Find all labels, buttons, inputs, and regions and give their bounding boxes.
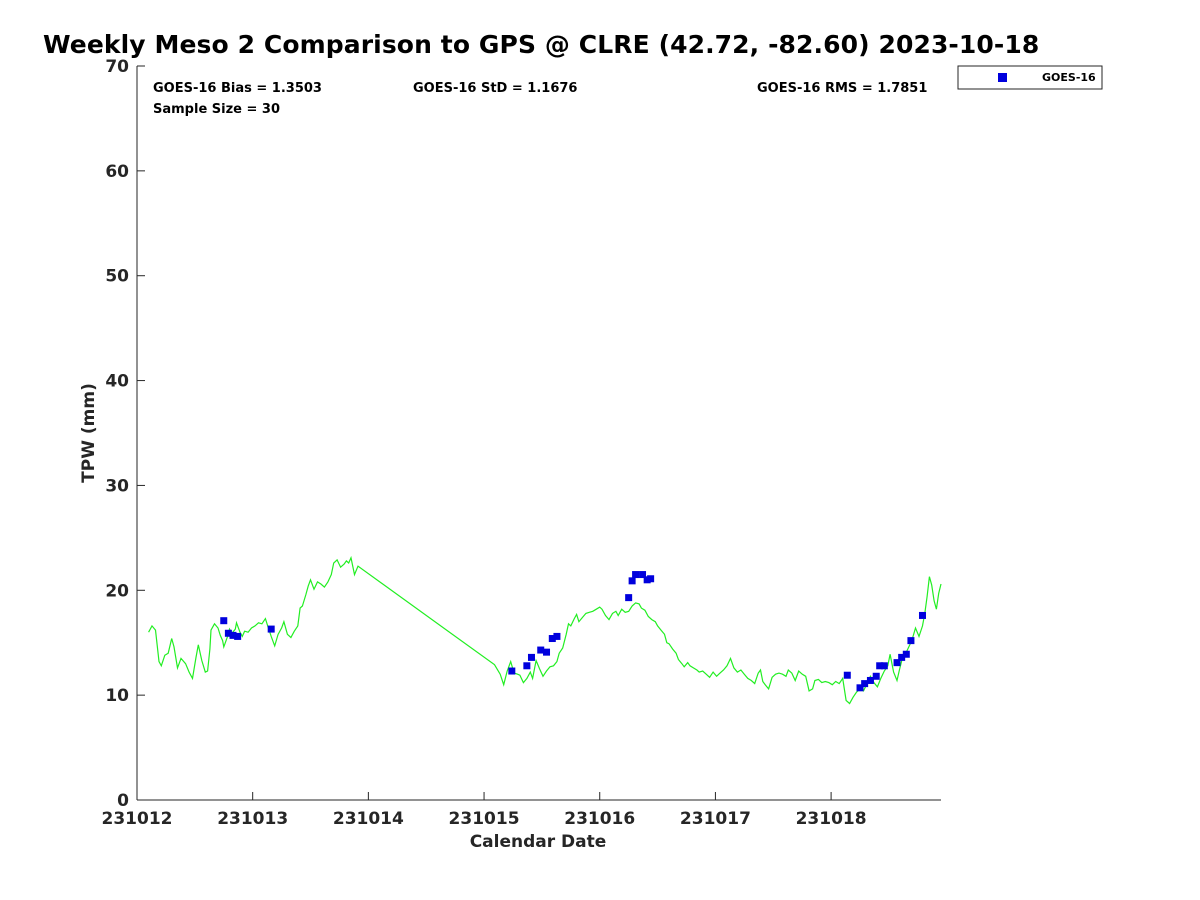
goes-data-point [647,575,655,583]
x-tick-label: 231012 [102,809,173,829]
y-tick-label: 70 [105,57,129,77]
goes-data-point [902,650,910,658]
goes-data-point [843,671,851,679]
x-tick-label: 231017 [680,809,751,829]
y-tick-label: 10 [105,686,129,706]
goes-data-point [918,611,926,619]
goes-data-point [880,662,888,670]
y-tick-label: 0 [117,791,129,811]
gps-series-line [148,555,942,705]
axes [136,66,941,801]
x-ticks: 231012 231013 231014 231015 231016 231017 2310… [102,792,867,829]
y-tick-label: 20 [105,581,129,601]
goes-data-point [220,617,228,625]
goes-data-point [898,653,906,661]
goes-data-point [632,571,640,579]
goes-data-point [229,631,237,639]
goes-data-point [527,653,535,661]
chart-title: Weekly Meso 2 Comparison to GPS @ CLRE (… [43,30,1040,59]
x-tick-label: 231016 [564,809,635,829]
y-tick-label: 50 [105,267,129,287]
goes-data-point [856,684,864,692]
goes-data-point [628,577,636,585]
goes-data-point [224,629,232,637]
goes-data-point [625,594,633,602]
x-axis-label: Calendar Date [470,832,607,852]
goes-data-point [893,659,901,667]
goes-data-point [639,571,647,579]
y-tick-label: 40 [105,372,129,392]
goes-data-point [866,676,874,684]
goes-data-point [553,632,561,640]
goes-data-point [508,667,516,675]
goes-data-point [548,635,556,643]
x-tick-label: 231015 [449,809,520,829]
y-tick-label: 60 [105,162,129,182]
std-stat: GOES-16 StD = 1.1676 [413,81,577,96]
legend-marker [998,73,1007,82]
legend-box [957,65,1103,90]
goes-data-point [234,632,242,640]
rms-stat: GOES-16 RMS = 1.7851 [757,81,927,96]
y-ticks: 0 10 20 30 40 50 60 70 [105,57,145,811]
goes-data-point [523,662,531,670]
x-tick-label: 231018 [796,809,867,829]
goes-data-point [543,648,551,656]
goes-data-point [907,637,915,645]
sample-size-stat: Sample Size = 30 [153,102,280,117]
legend: GOES-16 [957,65,1103,90]
goes-data-point [537,646,545,654]
bias-stat: GOES-16 Bias = 1.3503 [153,81,322,96]
goes-data-point [267,625,275,633]
legend-label: GOES-16 [1042,71,1096,84]
goes-data-point [876,662,884,670]
goes-data-point [872,672,880,680]
goes-data-point [861,680,869,688]
y-axis-label: TPW (mm) [79,383,99,483]
y-tick-label: 30 [105,476,129,496]
series-layer [148,555,942,705]
x-tick-label: 231013 [217,809,288,829]
x-tick-label: 231014 [333,809,404,829]
